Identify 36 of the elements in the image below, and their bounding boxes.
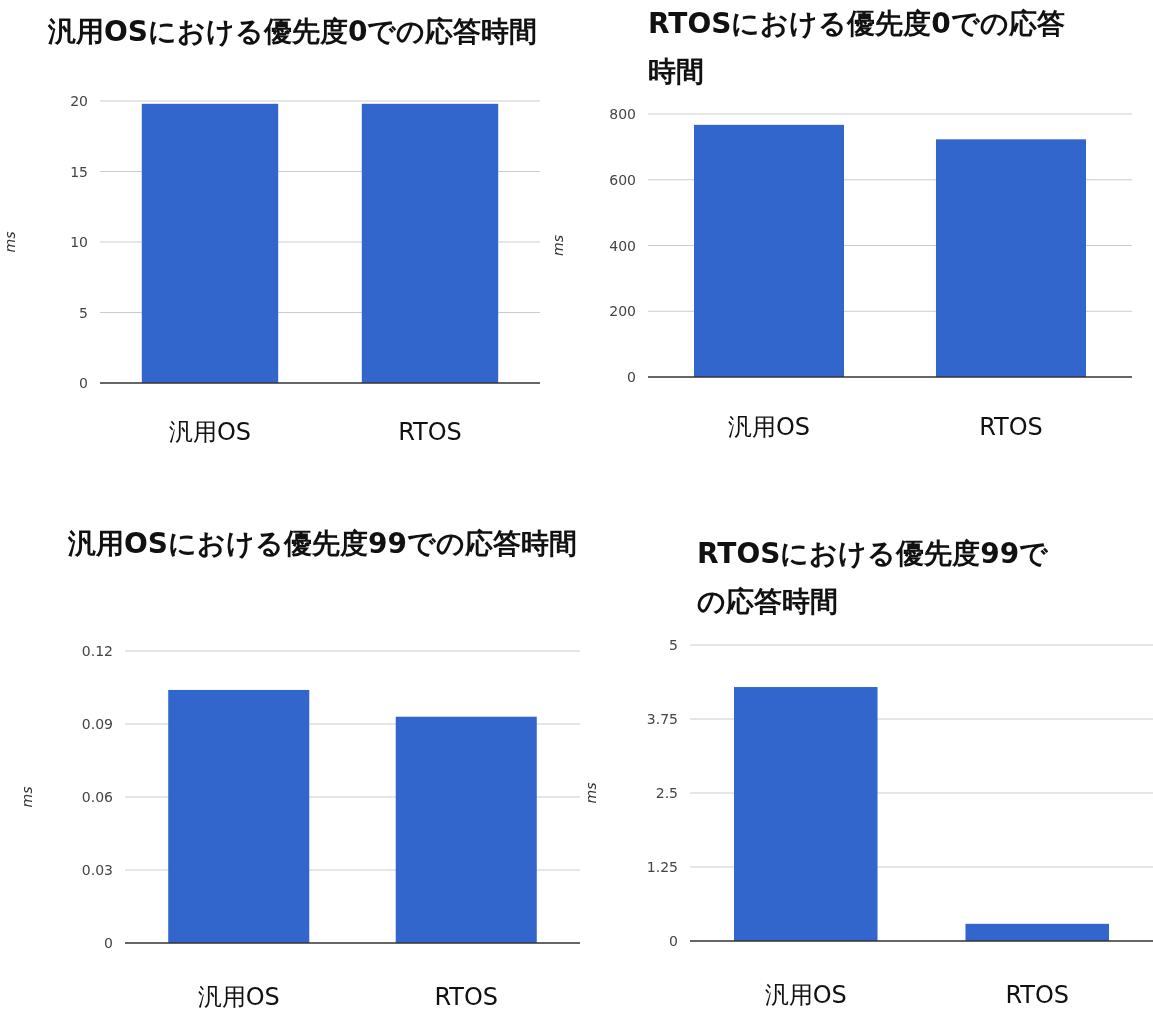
- y-axis-title: ms: [19, 786, 35, 808]
- y-tick-label: 400: [609, 237, 636, 254]
- y-tick-label: 0: [627, 369, 636, 385]
- y-tick-label: 5: [669, 637, 678, 653]
- x-tick-label: 汎用OS: [764, 981, 847, 1009]
- y-tick-label: 600: [609, 171, 636, 188]
- y-tick-label: 5: [79, 304, 88, 321]
- x-tick-label: RTOS: [979, 413, 1043, 441]
- y-tick-label: 0: [79, 375, 88, 391]
- y-tick-label: 2.5: [655, 785, 678, 801]
- y-tick-label: 0: [669, 933, 678, 949]
- y-tick-label: 0: [104, 935, 113, 951]
- x-tick-label: 汎用OS: [197, 983, 280, 1011]
- chart-title: 汎用OSにおける優先度99での応答時間: [68, 526, 578, 562]
- x-tick-label: RTOS: [434, 983, 499, 1011]
- y-tick-label: 1.25: [646, 859, 678, 875]
- y-tick-label: 0.09: [81, 716, 113, 732]
- chart-title: RTOSにおける優先度0での応答時間: [648, 6, 1066, 90]
- chart-title: 汎用OSにおける優先度0での応答時間: [48, 14, 539, 50]
- x-tick-label: 汎用OS: [168, 418, 252, 446]
- y-tick-label: 3.75: [646, 711, 678, 727]
- x-tick-label: 汎用OS: [727, 413, 811, 441]
- x-tick-label: RTOS: [1005, 981, 1070, 1009]
- y-tick-label: 200: [609, 303, 636, 320]
- y-axis-title: ms: [2, 231, 18, 253]
- y-axis-title: ms: [583, 782, 599, 804]
- x-tick-label: RTOS: [398, 418, 462, 446]
- y-tick-label: 0.06: [81, 789, 114, 805]
- y-axis-title: ms: [550, 235, 566, 256]
- y-tick-label: 0.03: [81, 862, 113, 878]
- y-tick-label: 800: [609, 106, 636, 122]
- chart-title: RTOSにおける優先度99での応答時間: [697, 536, 1050, 620]
- y-tick-label: 10: [70, 234, 88, 250]
- y-tick-label: 15: [70, 163, 88, 180]
- y-tick-label: 20: [70, 93, 88, 109]
- y-tick-label: 0.12: [81, 643, 113, 659]
